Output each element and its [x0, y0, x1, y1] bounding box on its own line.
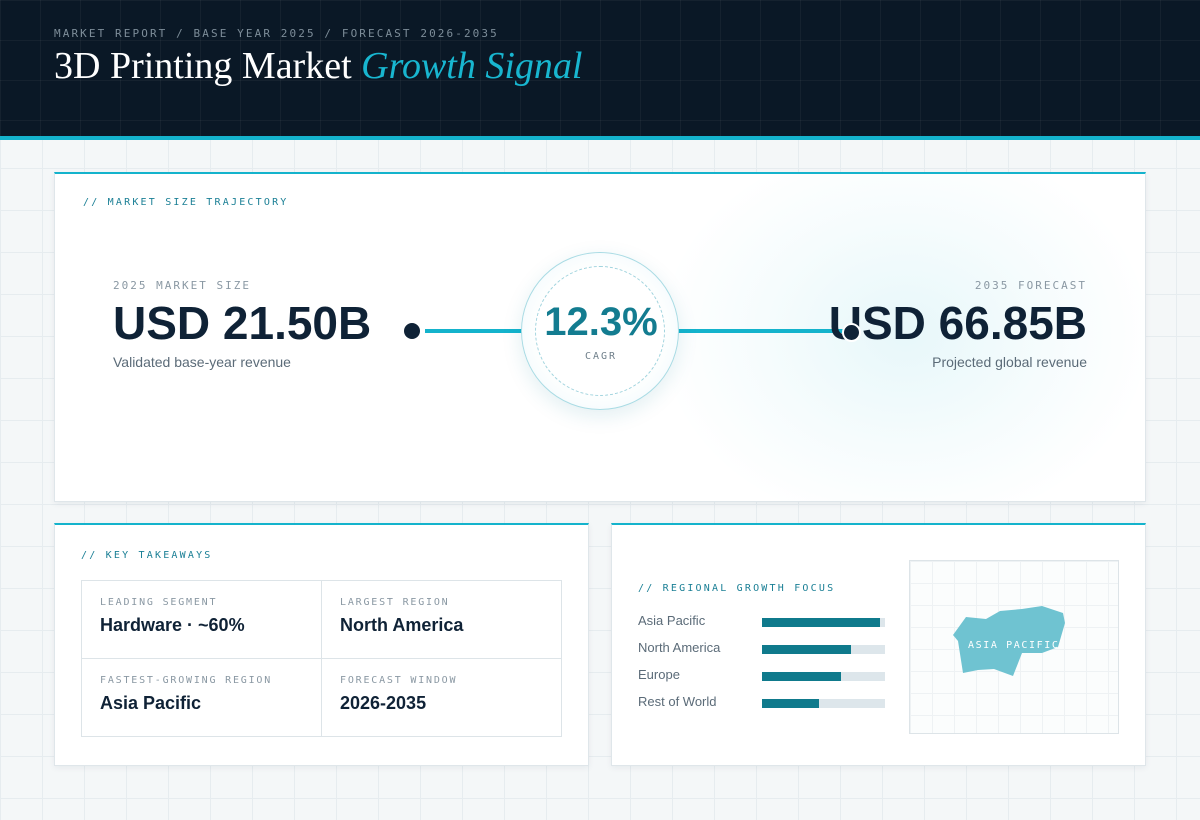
takeaway-largest-region: LARGEST REGION North America	[322, 581, 562, 659]
base-year-label: 2025 MARKET SIZE	[113, 279, 251, 292]
takeaway-leading-segment: LEADING SEGMENT Hardware · ~60%	[82, 581, 322, 659]
base-year-subtitle: Validated base-year revenue	[113, 354, 291, 370]
report-header: MARKET REPORT / BASE YEAR 2025 / FORECAS…	[0, 0, 1200, 140]
region-name: Rest of World	[638, 694, 717, 709]
region-bar-track	[762, 672, 885, 681]
takeaway-fastest-region: FASTEST-GROWING REGION Asia Pacific	[82, 659, 322, 737]
background-glow	[655, 174, 1145, 501]
region-bar-row: Rest of World	[638, 694, 888, 712]
takeaway-value: North America	[340, 615, 464, 635]
asia-pacific-shape	[953, 606, 1065, 676]
page-title: 3D Printing Market Growth Signal	[54, 44, 582, 88]
region-name: Asia Pacific	[638, 613, 706, 628]
takeaways-grid: LEADING SEGMENT Hardware · ~60% LARGEST …	[81, 580, 562, 737]
section-label-regional: // REGIONAL GROWTH FOCUS	[638, 583, 836, 594]
takeaway-value: 2026-2035	[340, 693, 427, 713]
base-year-value: USD 21.50B	[113, 297, 372, 349]
region-name: Europe	[638, 667, 680, 682]
forecast-subtitle: Projected global revenue	[932, 354, 1087, 370]
cagr-inner-ring: 12.3% CAGR	[535, 266, 665, 396]
takeaway-forecast-window: FORECAST WINDOW 2026-2035	[322, 659, 562, 737]
takeaways-card: // KEY TAKEAWAYS LEADING SEGMENT Hardwar…	[54, 523, 589, 766]
takeaway-key: LEADING SEGMENT	[100, 597, 218, 608]
map-label: ASIA PACIFIC	[968, 640, 1060, 651]
section-label-trajectory: // MARKET SIZE TRAJECTORY	[83, 197, 289, 208]
title-main: 3D Printing Market	[54, 45, 352, 87]
region-bar-track	[762, 618, 885, 627]
title-accent: Growth Signal	[361, 45, 583, 87]
end-point	[842, 323, 861, 342]
region-bar-track	[762, 699, 885, 708]
cagr-value: 12.3%	[544, 300, 658, 344]
region-bar-fill	[762, 699, 819, 708]
takeaway-key: FASTEST-GROWING REGION	[100, 675, 273, 686]
region-map: ASIA PACIFIC	[909, 560, 1119, 734]
takeaway-key: FORECAST WINDOW	[340, 675, 458, 686]
cagr-label: CAGR	[584, 351, 618, 362]
takeaway-key: LARGEST REGION	[340, 597, 450, 608]
asia-pacific-shape-icon	[953, 606, 1065, 676]
takeaway-value: Hardware · ~60%	[100, 615, 245, 635]
region-bar-fill	[762, 645, 851, 654]
region-bar-row: Asia Pacific	[638, 613, 888, 631]
report-eyebrow: MARKET REPORT / BASE YEAR 2025 / FORECAS…	[54, 27, 499, 40]
region-name: North America	[638, 640, 721, 655]
forecast-value: USD 66.85B	[828, 297, 1087, 349]
cagr-badge: 12.3% CAGR	[521, 252, 679, 410]
region-bar-row: North America	[638, 640, 888, 658]
region-bar-track	[762, 645, 885, 654]
region-bar-fill	[762, 618, 881, 627]
regional-card: // REGIONAL GROWTH FOCUS Asia Pacific No…	[611, 523, 1146, 766]
start-point	[404, 323, 420, 339]
takeaway-value: Asia Pacific	[100, 693, 202, 713]
region-bar-row: Europe	[638, 667, 888, 685]
trajectory-card: // MARKET SIZE TRAJECTORY 2025 MARKET SI…	[54, 172, 1146, 502]
section-label-takeaways: // KEY TAKEAWAYS	[81, 550, 213, 561]
forecast-label: 2035 FORECAST	[974, 279, 1087, 292]
region-bar-fill	[762, 672, 841, 681]
